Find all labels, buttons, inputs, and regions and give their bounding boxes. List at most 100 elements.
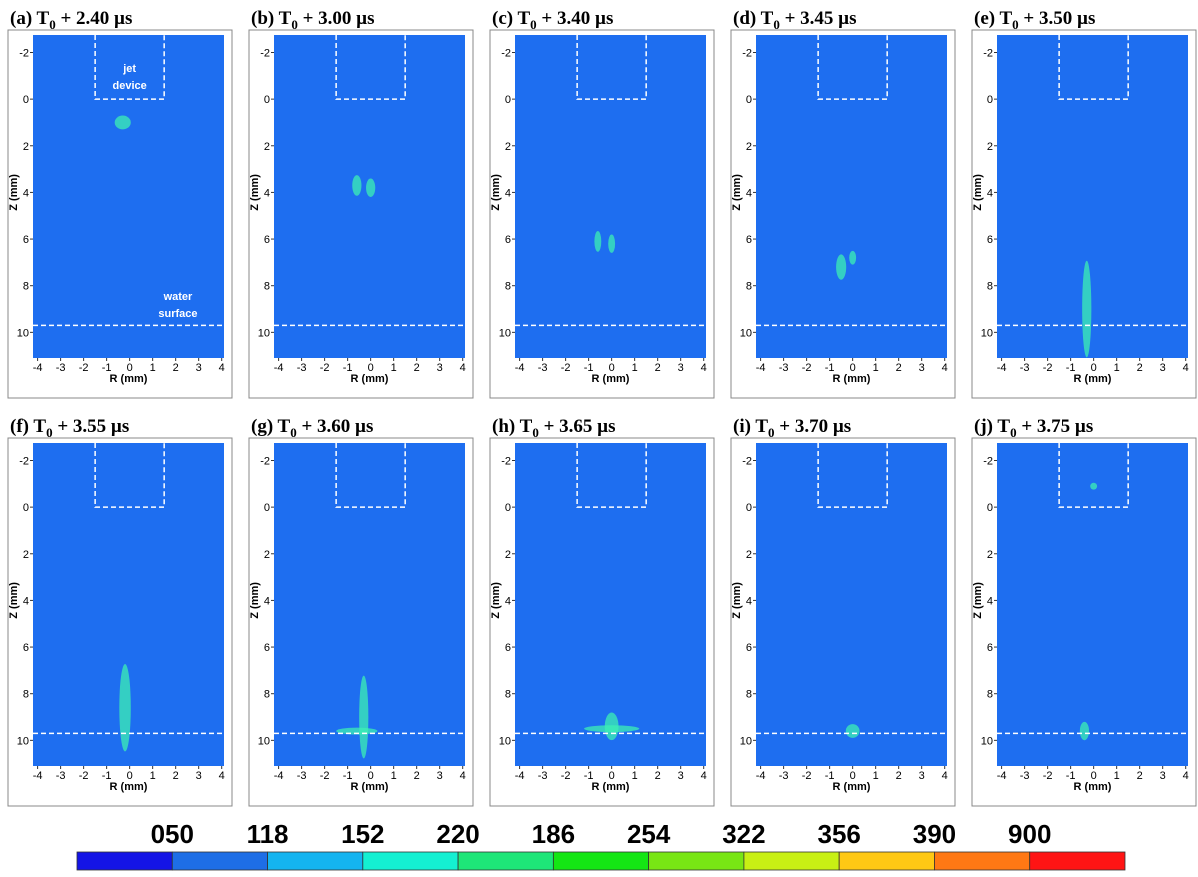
x-tick-label: 0 [368, 770, 374, 782]
jet-device-outline [817, 35, 888, 100]
z-axis-label: Z (mm) [972, 174, 984, 211]
panel-title: (i) T0 + 3.70 µs [733, 416, 851, 440]
plume [1079, 721, 1090, 741]
z-tick-label: 4 [23, 187, 29, 199]
jet-device-outline [1058, 443, 1129, 508]
x-tick-label: 3 [1160, 362, 1166, 374]
water-label: water [163, 291, 193, 303]
z-tick-label: -2 [260, 47, 270, 59]
z-tick-label: 6 [746, 642, 752, 654]
jet-device-outline [94, 443, 165, 508]
z-tick-label: 0 [987, 94, 993, 106]
z-tick-label: 6 [264, 234, 270, 246]
x-axis-label: R (mm) [1074, 781, 1112, 793]
title-suffix: + 3.00 µs [298, 8, 375, 29]
plume [849, 250, 857, 265]
z-tick-label: 2 [746, 549, 752, 561]
z-tick-label: 0 [23, 94, 29, 106]
panel-frame [489, 437, 715, 807]
z-axis-label: Z (mm) [972, 582, 984, 619]
panel: (i) T0 + 3.70 µs-4 -3 -2 -1 0 1 2 3 4-20246810R … [730, 416, 956, 807]
panel-frame [248, 29, 474, 399]
z-tick-label: -2 [742, 455, 752, 467]
x-tick-label: 4 [701, 362, 707, 374]
plume [119, 663, 131, 752]
title-suffix: + 3.55 µs [53, 416, 130, 437]
x-tick-label: -3 [1020, 770, 1030, 782]
x-axis-label: R (mm) [592, 781, 630, 793]
title-suffix: + 3.65 µs [539, 416, 616, 437]
z-tick-label: 10 [499, 735, 511, 747]
colorbar-segment [457, 851, 554, 871]
z-tick-label: 0 [746, 94, 752, 106]
title-suffix: + 3.50 µs [1019, 8, 1096, 29]
x-axis-label: R (mm) [592, 373, 630, 385]
z-axis-label: Z (mm) [8, 582, 20, 619]
colorbar-label: 390 [913, 819, 956, 849]
z-tick-label: 10 [981, 327, 993, 339]
plume [845, 724, 860, 738]
z-tick-label: 2 [23, 549, 29, 561]
x-tick-label: -3 [297, 362, 307, 374]
colorbar-segment [648, 851, 745, 871]
z-tick-label: 2 [987, 549, 993, 561]
title-suffix: + 3.75 µs [1017, 416, 1094, 437]
jet-label: device [113, 80, 147, 92]
z-tick-label: 0 [264, 502, 270, 514]
title-sub: 0 [530, 17, 537, 32]
z-tick-label: 0 [264, 94, 270, 106]
plume [1090, 482, 1098, 490]
x-tick-label: -3 [538, 362, 548, 374]
z-tick-label: 6 [264, 642, 270, 654]
panel-title: (d) T0 + 3.45 µs [733, 8, 856, 32]
x-tick-label: -3 [779, 362, 789, 374]
panel-frame [971, 29, 1197, 399]
x-tick-label: 0 [850, 362, 856, 374]
z-tick-label: 10 [499, 327, 511, 339]
x-tick-label: -1 [825, 362, 835, 374]
colorbar-segment [1029, 851, 1126, 871]
title-suffix: + 3.45 µs [780, 8, 857, 29]
image [756, 35, 947, 358]
colorbar-segment [76, 851, 173, 871]
x-tick-label: 4 [460, 770, 466, 782]
z-tick-label: -2 [260, 455, 270, 467]
x-tick-label: 1 [873, 362, 879, 374]
x-tick-label: -1 [825, 770, 835, 782]
plume [359, 675, 369, 759]
x-tick-label: 3 [919, 362, 925, 374]
x-tick-label: 0 [850, 770, 856, 782]
panel-title: (h) T0 + 3.65 µs [492, 416, 615, 440]
x-tick-label: 4 [942, 362, 948, 374]
x-tick-label: 0 [1091, 362, 1097, 374]
x-tick-label: -4 [274, 770, 284, 782]
title-suffix: + 3.60 µs [297, 416, 374, 437]
x-tick-label: -2 [802, 770, 812, 782]
colorbar-label: 050 [151, 819, 194, 849]
x-tick-label: 0 [609, 770, 615, 782]
x-axis-label: R (mm) [351, 373, 389, 385]
x-tick-label: -2 [79, 362, 89, 374]
z-tick-label: 6 [23, 234, 29, 246]
x-tick-label: 2 [414, 770, 420, 782]
colorbar-segment [171, 851, 268, 871]
x-tick-label: -2 [1043, 770, 1053, 782]
z-axis-label: Z (mm) [490, 582, 502, 619]
title-sub: 0 [49, 17, 56, 32]
plume [604, 712, 619, 741]
title-suffix: + 3.40 µs [537, 8, 614, 29]
x-tick-label: -3 [538, 770, 548, 782]
title-prefix: (h) T [492, 416, 533, 437]
panel-title: (e) T0 + 3.50 µs [974, 8, 1095, 32]
x-tick-label: 3 [437, 770, 443, 782]
jet-label: jet [122, 63, 136, 75]
image [756, 443, 947, 766]
title-prefix: (f) T [10, 416, 46, 437]
title-suffix: + 2.40 µs [56, 8, 133, 29]
z-tick-label: 2 [505, 141, 511, 153]
panel: (a) T0 + 2.40 µs-4 -3 -2 -1 0 1 2 3 4-20246810R … [7, 8, 233, 399]
plume [594, 231, 602, 252]
plume [1082, 260, 1092, 358]
x-tick-label: 1 [873, 770, 879, 782]
x-tick-label: 1 [150, 362, 156, 374]
